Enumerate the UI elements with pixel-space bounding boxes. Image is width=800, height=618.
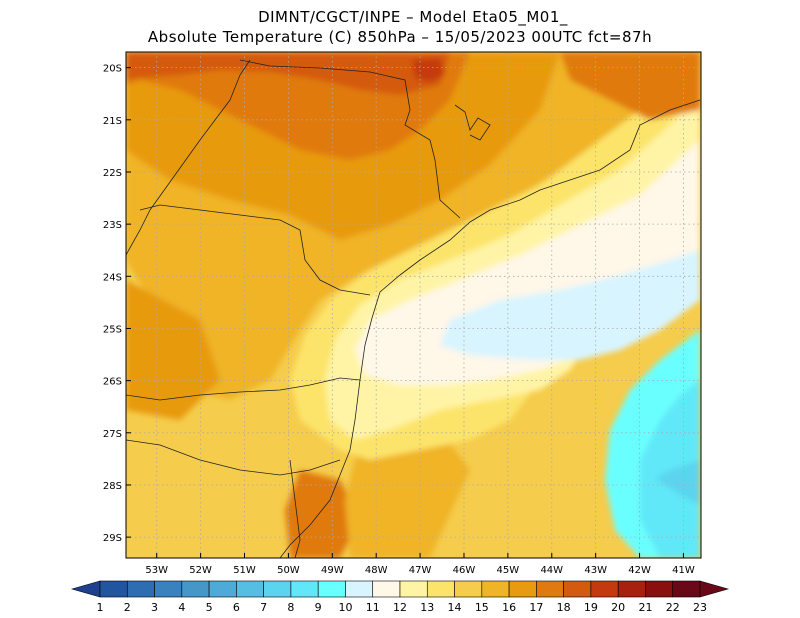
band-9: [640, 380, 700, 558]
lat-axis: 20S 21S 22S 23S 24S 25S 26S 27S 28S 29S: [103, 64, 131, 544]
colorbar-arrow-high: [699, 580, 730, 598]
border-sp-pr: [139, 204, 371, 296]
lon-tick-label: 50W: [277, 565, 300, 576]
colorbar-arrow-low: [70, 580, 101, 598]
lon-tick-label: 52W: [189, 565, 212, 576]
band-18-ne: [560, 52, 700, 120]
border-pr-sc: [126, 377, 361, 401]
lon-tick-label: 41W: [672, 565, 695, 576]
lat-tick-label: 22S: [103, 168, 122, 179]
colorbar-label: 10: [338, 601, 352, 614]
band-19: [126, 52, 450, 95]
colorbar-swatch: [208, 580, 237, 598]
colorbar-label: 5: [206, 601, 213, 614]
colorbar-swatch: [536, 580, 564, 598]
colorbar-label: 17: [529, 601, 543, 614]
lon-tick-label: 53W: [145, 565, 168, 576]
colorbar-swatch: [672, 580, 701, 598]
colorbar-label: 4: [178, 601, 185, 614]
lat-tick-label: 27S: [103, 429, 122, 440]
lon-tick-label: 47W: [409, 565, 432, 576]
lat-tick-label: 21S: [103, 116, 122, 127]
border-mg-sp: [239, 59, 461, 219]
colorbar-label: 8: [287, 601, 294, 614]
colorbar-swatch: [290, 580, 319, 598]
colorbar-label: 9: [315, 601, 322, 614]
border-sc-rs: [126, 439, 341, 476]
colorbar-swatch: [617, 580, 646, 598]
temperature-field: [126, 52, 701, 558]
colorbar: 1 2 3 4 5 6 7 8 9 10 11 12 13 14 15 16 17 18 19 20 21 22 23: [70, 580, 730, 614]
band-12: [355, 140, 700, 385]
colorbar-label: 18: [557, 601, 571, 614]
lon-tick-label: 46W: [453, 565, 476, 576]
colorbar-label: 13: [420, 601, 434, 614]
colorbar-label: 23: [693, 601, 707, 614]
colorbar-label: 14: [448, 601, 462, 614]
lat-tick-label: 20S: [103, 64, 122, 75]
colorbar-swatch: [508, 580, 537, 598]
colorbar-swatch: [454, 580, 483, 598]
band-11: [440, 250, 700, 360]
colorbar-label: 16: [502, 601, 516, 614]
colorbar-label: 12: [393, 601, 407, 614]
colorbar-swatch: [181, 580, 210, 598]
lat-tick-label: 24S: [103, 272, 122, 283]
lat-tick-label: 26S: [103, 377, 122, 388]
border-inner: [289, 459, 301, 558]
border-ms-sp: [126, 59, 251, 256]
colorbar-label: 3: [151, 601, 158, 614]
colorbar-swatch: [263, 580, 292, 598]
lon-tick-label: 44W: [540, 565, 563, 576]
colorbar-swatch: [426, 580, 455, 598]
colorbar-swatch: [345, 580, 374, 598]
lon-tick-label: 45W: [497, 565, 520, 576]
lon-axis: 53W 52W 51W 50W 49W 48W 47W 46W 45W 44W 43W 42W 41W: [145, 553, 695, 576]
colorbar-swatch: [99, 580, 128, 598]
lat-tick-label: 25S: [103, 324, 122, 335]
colorbar-label: 1: [97, 601, 104, 614]
lon-tick-label: 42W: [628, 565, 651, 576]
lat-tick-label: 23S: [103, 220, 122, 231]
colorbar-swatch: [154, 580, 183, 598]
coastline: [279, 99, 701, 558]
colorbar-swatch: [317, 580, 346, 598]
colorbar-swatch: [236, 580, 264, 598]
colorbar-label: 2: [124, 601, 131, 614]
colorbar-label: 22: [666, 601, 680, 614]
title-line-1: DIMNT/CGCT/INPE – Model Eta05_M01_: [258, 8, 568, 27]
colorbar-swatch: [563, 580, 592, 598]
colorbar-label: 11: [366, 601, 380, 614]
lat-tick-label: 28S: [103, 481, 122, 492]
colorbar-label: 6: [233, 601, 240, 614]
colorbar-swatch: [590, 580, 619, 598]
warm-spot-west: [126, 280, 220, 420]
colorbar-swatch: [372, 580, 401, 598]
lon-tick-label: 51W: [233, 565, 256, 576]
colorbar-label: 7: [260, 601, 267, 614]
colorbar-label: 20: [611, 601, 625, 614]
colorbar-label: 21: [638, 601, 652, 614]
colorbar-label: 15: [475, 601, 489, 614]
colorbar-label: 19: [584, 601, 598, 614]
colorbar-swatch: [399, 580, 428, 598]
colorbar-swatch: [481, 580, 510, 598]
lon-tick-label: 49W: [321, 565, 344, 576]
lon-tick-label: 43W: [584, 565, 607, 576]
colorbar-swatch: [645, 580, 674, 598]
band-8: [655, 460, 700, 505]
lat-tick-label: 29S: [103, 533, 122, 544]
colorbar-swatch: [126, 580, 155, 598]
boundaries: [126, 59, 701, 558]
lakes: [454, 104, 491, 141]
map-frame: [125, 51, 702, 559]
title-line-2: Absolute Temperature (C) 850hPa – 15/05/…: [148, 28, 652, 46]
warm-spot-south: [285, 470, 360, 558]
lon-tick-label: 48W: [365, 565, 388, 576]
